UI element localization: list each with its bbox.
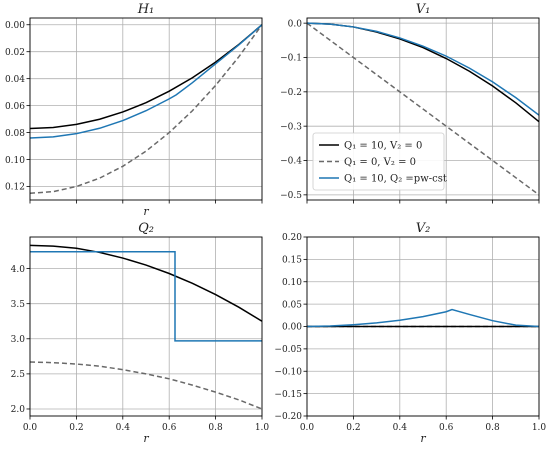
x-tick-label: 0.8 bbox=[485, 423, 500, 433]
y-tick-label: −0.15 bbox=[274, 390, 302, 400]
y-tick-label: 0.10 bbox=[5, 156, 25, 166]
y-tick-label: −0.5 bbox=[280, 191, 302, 201]
y-tick-label: 0.12 bbox=[5, 183, 25, 193]
series-group bbox=[30, 24, 262, 195]
y-tick-label: 0.00 bbox=[282, 323, 302, 333]
y-tick-label: 2.5 bbox=[11, 370, 26, 380]
y-tick-label: 3.0 bbox=[11, 335, 26, 345]
y-tick-label: 4.0 bbox=[11, 265, 26, 275]
panel-title: V₁ bbox=[416, 2, 431, 17]
legend-label-a: Q₁ = 10, V₂ = 0 bbox=[344, 141, 422, 152]
series-line-c bbox=[307, 308, 539, 328]
y-tick-label: −0.20 bbox=[274, 412, 302, 422]
y-tick-label: 0.10 bbox=[282, 278, 302, 288]
panel-title: H₁ bbox=[137, 2, 155, 17]
x-tick-label: 0.4 bbox=[393, 423, 408, 433]
legend-label-b: Q₁ = 0, V₂ = 0 bbox=[344, 157, 416, 168]
series-line-a bbox=[30, 244, 262, 322]
y-tick-label: 2.0 bbox=[11, 405, 26, 415]
x-tick-label: 0.2 bbox=[346, 423, 360, 433]
y-tick-label: 0.05 bbox=[282, 300, 302, 310]
panel-v2: 0.0 0.2 0.4 0.6 0.8 1.0 0.20 0.15 0.10 0.05 0.00 −0… bbox=[274, 221, 546, 445]
y-tick-label: −0.4 bbox=[280, 157, 302, 167]
x-tick-label: 1.0 bbox=[255, 423, 270, 433]
panel-title: Q₂ bbox=[138, 221, 154, 236]
x-axis-label: r bbox=[143, 432, 149, 445]
series-line-b bbox=[307, 22, 539, 196]
y-tick-label: 0.04 bbox=[5, 75, 25, 85]
x-tick-label: 1.0 bbox=[532, 423, 547, 433]
x-tick-label: 0.6 bbox=[162, 423, 177, 433]
axes-frame bbox=[29, 236, 263, 417]
panel-h1: 0.00 0.02 0.04 0.06 0.08 0.10 0.12 H₁ r bbox=[5, 2, 263, 218]
legend: Q₁ = 10, V₂ = 0 Q₁ = 0, V₂ = 0 Q₁ = 10, Q₂… bbox=[312, 132, 447, 191]
panel-q2: 0.0 0.2 0.4 0.6 0.8 1.0 2.0 2.5 3.0 3.5 4.0 Q₂ r bbox=[11, 221, 270, 445]
y-tick-label: −0.2 bbox=[280, 88, 302, 98]
legend-frame bbox=[312, 132, 445, 191]
axes-frame bbox=[306, 17, 540, 201]
x-tick-label: 0.6 bbox=[439, 423, 454, 433]
x-tick-label: 0.0 bbox=[300, 423, 315, 433]
x-tick-label: 0.2 bbox=[69, 423, 83, 433]
x-tick-label: 0.8 bbox=[208, 423, 223, 433]
series-line-c bbox=[30, 250, 262, 342]
x-tick-label: 0.4 bbox=[116, 423, 131, 433]
y-tick-label: 0.20 bbox=[282, 233, 302, 243]
y-tick-label: −0.05 bbox=[274, 345, 302, 355]
y-tick-label: 0.15 bbox=[282, 256, 302, 266]
y-tick-label: 0.02 bbox=[5, 48, 25, 58]
x-axis-label: r bbox=[143, 205, 149, 218]
y-tick-label: −0.3 bbox=[280, 122, 302, 132]
y-tick-label: 0.0 bbox=[288, 19, 303, 29]
y-tick-label: 0.08 bbox=[5, 129, 25, 139]
series-group bbox=[307, 308, 539, 328]
series-line-a bbox=[30, 24, 262, 130]
y-tick-label: −0.1 bbox=[280, 54, 302, 64]
series-line-b bbox=[30, 361, 262, 410]
legend-label-c: Q₁ = 10, Q₂ =pw-cst bbox=[344, 174, 447, 185]
series-group bbox=[307, 22, 539, 196]
y-tick-label: 0.00 bbox=[5, 21, 25, 31]
series-line-a bbox=[307, 22, 539, 123]
series-line-b bbox=[30, 24, 262, 195]
panel-v1: 0.0 −0.1 −0.2 −0.3 −0.4 −0.5 V₁ Q₁ = 10, V₂ = 0… bbox=[280, 2, 540, 204]
x-tick-label: 0.0 bbox=[23, 423, 38, 433]
series-line-c bbox=[307, 22, 539, 116]
series-group bbox=[30, 244, 262, 410]
series-line-c bbox=[30, 24, 262, 139]
axes-frame bbox=[29, 17, 263, 201]
x-axis-label: r bbox=[420, 432, 426, 445]
panel-title: V₂ bbox=[416, 221, 431, 236]
y-tick-label: 3.5 bbox=[11, 300, 26, 310]
y-tick-label: −0.10 bbox=[274, 367, 302, 377]
y-tick-label: 0.06 bbox=[5, 102, 25, 112]
